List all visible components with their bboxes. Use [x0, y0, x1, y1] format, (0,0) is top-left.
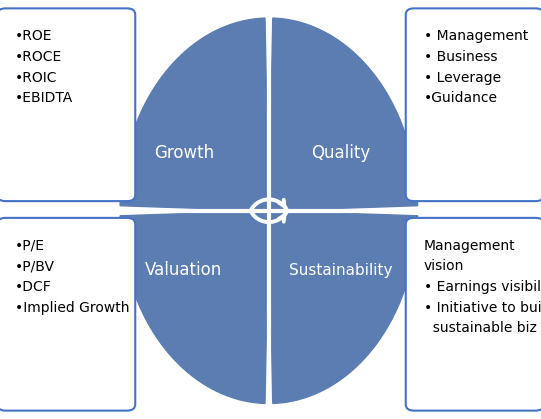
Text: Sustainability: Sustainability	[289, 263, 393, 278]
Polygon shape	[120, 18, 269, 211]
Text: Quality: Quality	[311, 144, 371, 162]
FancyBboxPatch shape	[406, 8, 541, 201]
Polygon shape	[120, 211, 269, 403]
Polygon shape	[269, 18, 418, 211]
Text: • Management
• Business
• Leverage
•Guidance: • Management • Business • Leverage •Guid…	[424, 29, 528, 105]
Polygon shape	[269, 211, 418, 403]
Text: •P/E
•P/BV
•DCF
•Implied Growth: •P/E •P/BV •DCF •Implied Growth	[15, 239, 130, 315]
Text: Management
vision
• Earnings visibility
• Initiative to build
  sustainable biz: Management vision • Earnings visibility …	[424, 239, 541, 335]
Text: Growth: Growth	[154, 144, 214, 162]
FancyBboxPatch shape	[0, 8, 135, 201]
Text: Valuation: Valuation	[146, 261, 222, 279]
Text: •ROE
•ROCE
•ROIC
•EBIDTA: •ROE •ROCE •ROIC •EBIDTA	[15, 29, 74, 105]
FancyBboxPatch shape	[0, 218, 135, 411]
FancyBboxPatch shape	[406, 218, 541, 411]
